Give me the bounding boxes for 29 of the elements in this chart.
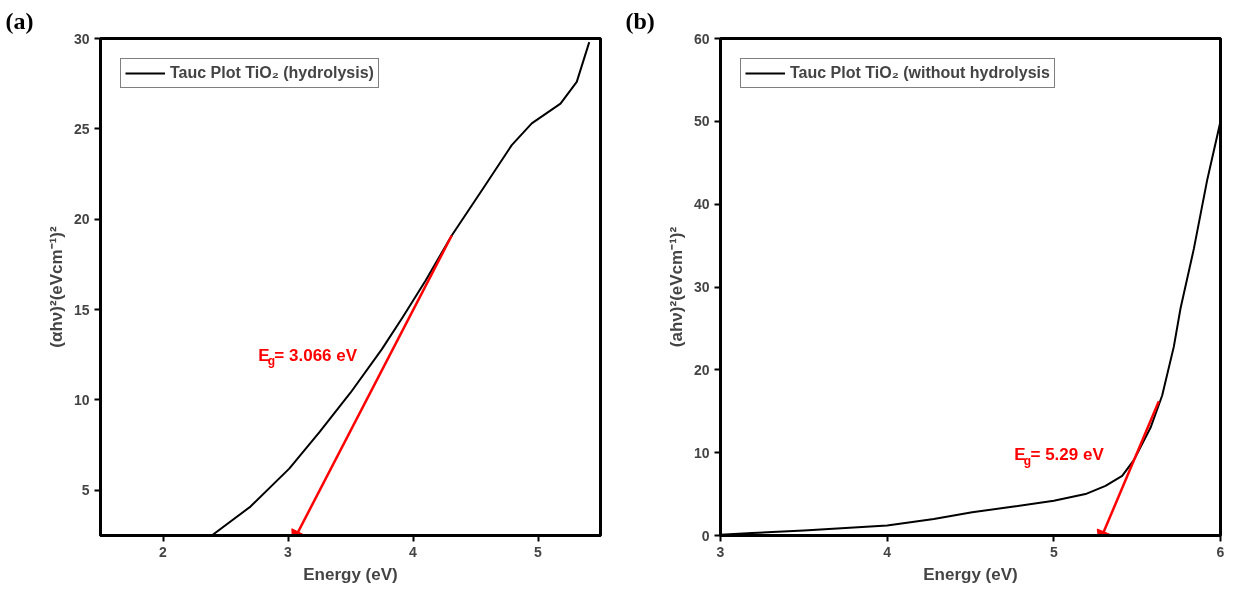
x-axis-title: Energy (eV) bbox=[303, 564, 398, 584]
legend-label: Tauc Plot TiO₂ (without hydrolysis bbox=[790, 64, 1050, 82]
x-tick-label: 6 bbox=[1216, 543, 1225, 560]
x-tick-label: 4 bbox=[409, 543, 418, 560]
text: (a) bbox=[5, 7, 34, 34]
y-tick-label: 15 bbox=[73, 301, 90, 318]
y-tick-label: 20 bbox=[693, 361, 710, 378]
y-tick-label: 20 bbox=[73, 211, 90, 228]
x-tick-label: 5 bbox=[1049, 543, 1058, 560]
text: (b) bbox=[625, 7, 655, 34]
y-tick-label: 10 bbox=[73, 391, 90, 408]
x-tick-label: 4 bbox=[883, 543, 892, 560]
y-tick-label: 10 bbox=[693, 444, 710, 461]
x-tick-label: 2 bbox=[159, 543, 168, 560]
x-axis-title: Energy (eV) bbox=[923, 564, 1018, 584]
legend-label: Tauc Plot TiO₂ (hydrolysis) bbox=[170, 64, 374, 82]
x-tick-label: 3 bbox=[716, 543, 725, 560]
y-tick-label: 30 bbox=[693, 279, 710, 295]
y-tick-label: 25 bbox=[73, 120, 90, 137]
y-tick-label: 5 bbox=[81, 482, 90, 499]
x-tick-label: 5 bbox=[534, 543, 543, 560]
y-tick-label: 60 bbox=[693, 30, 710, 47]
y-axis-title: (ahν)²(eVcm⁻¹)² bbox=[666, 226, 686, 348]
y-tick-label: 50 bbox=[693, 113, 710, 130]
x-tick-label: 3 bbox=[284, 543, 293, 560]
y-axis-title: (αhν)²(eVcm⁻¹)² bbox=[46, 226, 66, 348]
y-tick-label: 0 bbox=[701, 527, 710, 544]
y-tick-label: 40 bbox=[693, 196, 710, 213]
y-tick-label: 30 bbox=[73, 30, 90, 47]
